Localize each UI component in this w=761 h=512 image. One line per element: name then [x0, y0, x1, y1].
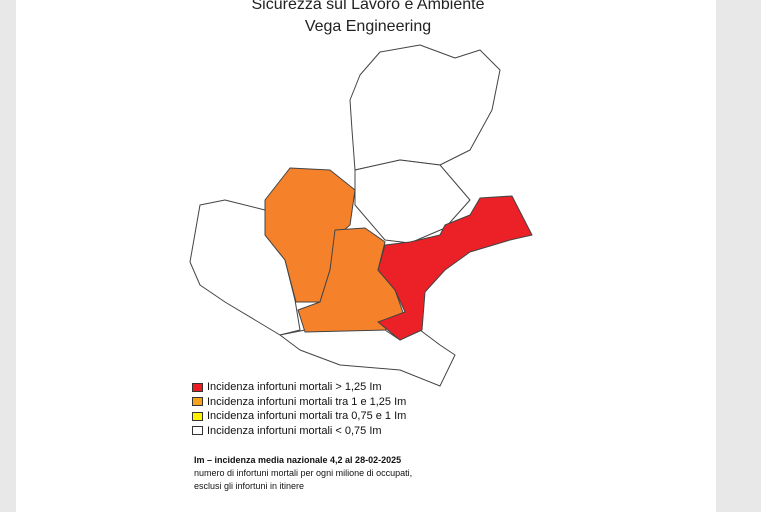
legend-label: Incidenza infortuni mortali tra 0,75 e 1… [207, 410, 407, 423]
legend-item: Incidenza infortuni mortali < 0,75 Im [192, 424, 406, 439]
legend-item: Incidenza infortuni mortali tra 1 e 1,25… [192, 395, 406, 410]
legend-swatch [192, 382, 203, 392]
legend-swatch [192, 426, 203, 436]
legend-label: Incidenza infortuni mortali tra 1 e 1,25… [207, 395, 407, 408]
title: Sicurezza sul Lavoro e Ambiente [251, 0, 485, 13]
legend-swatch [192, 397, 203, 407]
legend-label: Incidenza infortuni mortali > 1,25 Im [207, 381, 382, 394]
note-line: esclusi gli infortuni in itinere [194, 481, 305, 491]
legend-item: Incidenza infortuni mortali > 1,25 Im [192, 380, 406, 395]
note-line: Im – incidenza media nazionale 4,2 al 28… [194, 455, 402, 465]
province-belluno [349, 44, 501, 171]
note-line: numero di infortuni mortali per ogni mil… [194, 468, 413, 478]
legend-label: Incidenza infortuni mortali < 0,75 Im [207, 424, 382, 437]
legend-item: Incidenza infortuni mortali tra 0,75 e 1… [192, 409, 406, 424]
legend: Incidenza infortuni mortali > 1,25 Im Inc… [192, 380, 406, 438]
legend-swatch [192, 411, 203, 421]
province-rovigo [279, 329, 456, 387]
province-venezia [377, 195, 533, 341]
note: Im – incidenza media nazionale 4,2 al 28… [194, 454, 412, 493]
subtitle: Vega Engineering [304, 18, 432, 35]
